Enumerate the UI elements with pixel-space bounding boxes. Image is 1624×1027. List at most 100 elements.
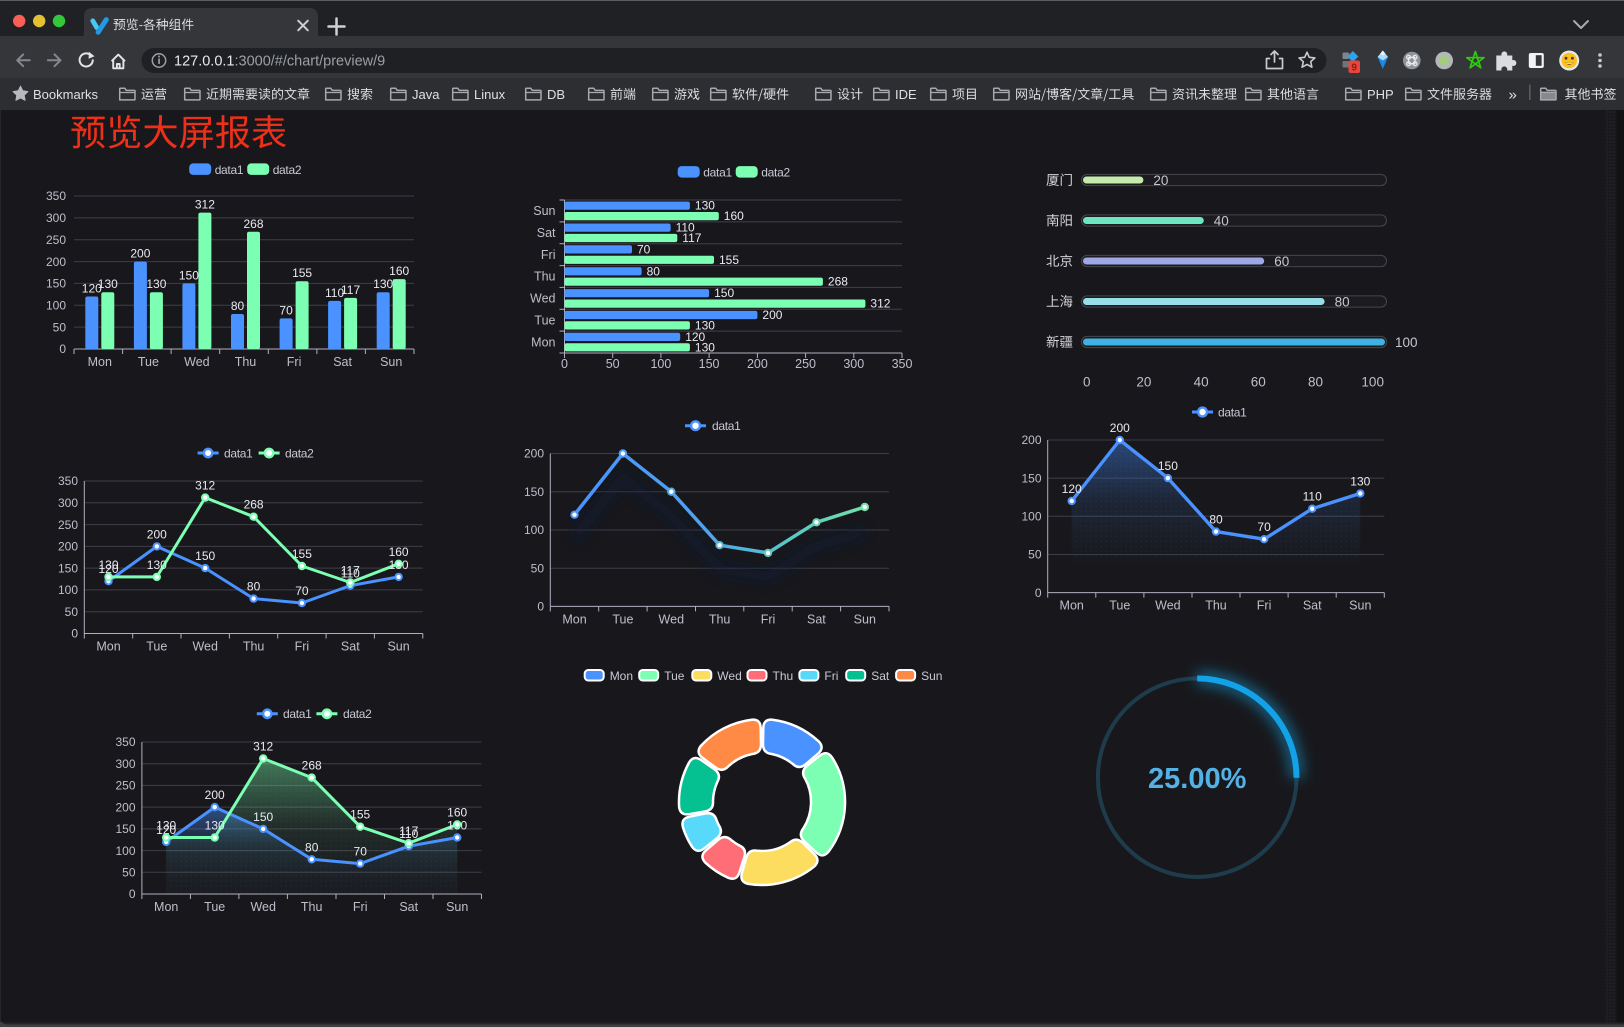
svg-text:350: 350 bbox=[115, 735, 135, 749]
svg-text:130: 130 bbox=[373, 277, 393, 291]
svg-text:data1: data1 bbox=[283, 707, 312, 721]
svg-text:300: 300 bbox=[58, 496, 78, 510]
svg-text:Sun: Sun bbox=[380, 355, 402, 369]
svg-text:0: 0 bbox=[561, 357, 568, 371]
svg-text:70: 70 bbox=[295, 584, 309, 598]
svg-text:70: 70 bbox=[279, 303, 293, 317]
svg-text:data2: data2 bbox=[273, 163, 302, 177]
svg-text:Sun: Sun bbox=[446, 900, 468, 914]
svg-text:120: 120 bbox=[685, 330, 705, 344]
svg-text:268: 268 bbox=[828, 275, 848, 289]
svg-text:Wed: Wed bbox=[1155, 599, 1181, 613]
svg-text:Sat: Sat bbox=[333, 355, 352, 369]
svg-text:150: 150 bbox=[179, 268, 199, 282]
svg-text:60: 60 bbox=[1274, 254, 1289, 269]
svg-text:312: 312 bbox=[253, 740, 273, 754]
svg-text:200: 200 bbox=[115, 800, 135, 814]
svg-text:312: 312 bbox=[195, 198, 215, 212]
svg-text:50: 50 bbox=[65, 605, 79, 619]
svg-text:Sun: Sun bbox=[921, 669, 942, 683]
svg-text:data1: data1 bbox=[703, 166, 732, 180]
svg-text:70: 70 bbox=[354, 845, 368, 859]
svg-text:Wed: Wed bbox=[192, 640, 218, 654]
svg-text:130: 130 bbox=[147, 558, 167, 572]
svg-text:20: 20 bbox=[1153, 173, 1168, 188]
svg-text:Thu: Thu bbox=[534, 270, 556, 284]
svg-text:200: 200 bbox=[58, 540, 78, 554]
svg-text:100: 100 bbox=[1395, 335, 1418, 350]
svg-text:40: 40 bbox=[1214, 213, 1229, 228]
svg-text:150: 150 bbox=[58, 561, 78, 575]
svg-text:Fri: Fri bbox=[1257, 599, 1272, 613]
svg-text:Sun: Sun bbox=[387, 640, 409, 654]
svg-text:Thu: Thu bbox=[301, 900, 323, 914]
svg-text:268: 268 bbox=[302, 759, 322, 773]
svg-text:117: 117 bbox=[399, 824, 418, 838]
svg-text:127.0.0.1:3000/#/chart/preview: 127.0.0.1:3000/#/chart/preview/9 bbox=[174, 54, 385, 70]
svg-text:160: 160 bbox=[389, 545, 409, 559]
svg-text:20: 20 bbox=[1136, 375, 1151, 390]
svg-text:Mon: Mon bbox=[562, 613, 586, 627]
svg-text:Tue: Tue bbox=[138, 355, 159, 369]
svg-text:data1: data1 bbox=[224, 446, 253, 460]
svg-text:100: 100 bbox=[1021, 510, 1041, 524]
svg-text:0: 0 bbox=[71, 627, 78, 641]
svg-text:Mon: Mon bbox=[154, 900, 178, 914]
svg-text:200: 200 bbox=[1021, 433, 1041, 447]
svg-text:150: 150 bbox=[253, 810, 273, 824]
svg-text:117: 117 bbox=[682, 231, 701, 245]
svg-text:Thu: Thu bbox=[1205, 599, 1227, 613]
svg-text:200: 200 bbox=[762, 308, 782, 322]
svg-text:Fri: Fri bbox=[295, 640, 310, 654]
svg-text:110: 110 bbox=[325, 286, 344, 300]
svg-text:200: 200 bbox=[524, 447, 544, 461]
svg-text:Tue: Tue bbox=[1109, 599, 1130, 613]
svg-text:110: 110 bbox=[676, 221, 695, 235]
svg-text:80: 80 bbox=[1308, 375, 1323, 390]
svg-text:100: 100 bbox=[524, 523, 544, 537]
svg-text:data1: data1 bbox=[712, 419, 741, 433]
svg-text:150: 150 bbox=[714, 286, 734, 300]
svg-text:110: 110 bbox=[399, 827, 418, 841]
svg-text:160: 160 bbox=[447, 806, 467, 820]
svg-text:Mon: Mon bbox=[531, 335, 555, 349]
svg-text:9: 9 bbox=[1351, 63, 1357, 74]
svg-text:80: 80 bbox=[1209, 513, 1223, 527]
svg-text:0: 0 bbox=[59, 342, 66, 356]
svg-text:130: 130 bbox=[695, 199, 715, 213]
svg-text:200: 200 bbox=[46, 255, 66, 269]
svg-text:160: 160 bbox=[724, 209, 744, 223]
svg-text:312: 312 bbox=[870, 297, 890, 311]
svg-text:PHP: PHP bbox=[1367, 87, 1394, 102]
svg-text:100: 100 bbox=[650, 357, 671, 371]
svg-text:»: » bbox=[1509, 87, 1517, 104]
svg-text:Fri: Fri bbox=[287, 355, 302, 369]
svg-text:50: 50 bbox=[122, 866, 136, 880]
svg-text:DB: DB bbox=[547, 87, 565, 102]
svg-text:130: 130 bbox=[695, 318, 715, 332]
svg-text:130: 130 bbox=[1350, 474, 1370, 488]
svg-text:70: 70 bbox=[637, 242, 651, 256]
svg-text:25.00%: 25.00% bbox=[1148, 763, 1247, 795]
svg-text:Wed: Wed bbox=[184, 355, 210, 369]
svg-text:80: 80 bbox=[1335, 294, 1350, 309]
svg-text:Mon: Mon bbox=[96, 640, 120, 654]
svg-text:160: 160 bbox=[389, 264, 409, 278]
svg-text:Sat: Sat bbox=[1303, 599, 1322, 613]
svg-text:150: 150 bbox=[699, 357, 720, 371]
svg-text:130: 130 bbox=[146, 277, 166, 291]
svg-text:110: 110 bbox=[1303, 490, 1322, 504]
svg-text:50: 50 bbox=[531, 561, 545, 575]
svg-text:117: 117 bbox=[341, 283, 360, 297]
svg-text:100: 100 bbox=[1361, 375, 1384, 390]
svg-text:200: 200 bbox=[1110, 421, 1130, 435]
svg-text:268: 268 bbox=[244, 498, 264, 512]
svg-text:350: 350 bbox=[892, 357, 913, 371]
svg-text:Thu: Thu bbox=[235, 355, 257, 369]
svg-text:Mon: Mon bbox=[1060, 599, 1084, 613]
svg-text:50: 50 bbox=[53, 320, 67, 334]
svg-text:data2: data2 bbox=[343, 707, 372, 721]
svg-text:0: 0 bbox=[129, 887, 136, 901]
svg-text:Wed: Wed bbox=[717, 669, 741, 683]
svg-text:350: 350 bbox=[58, 474, 78, 488]
